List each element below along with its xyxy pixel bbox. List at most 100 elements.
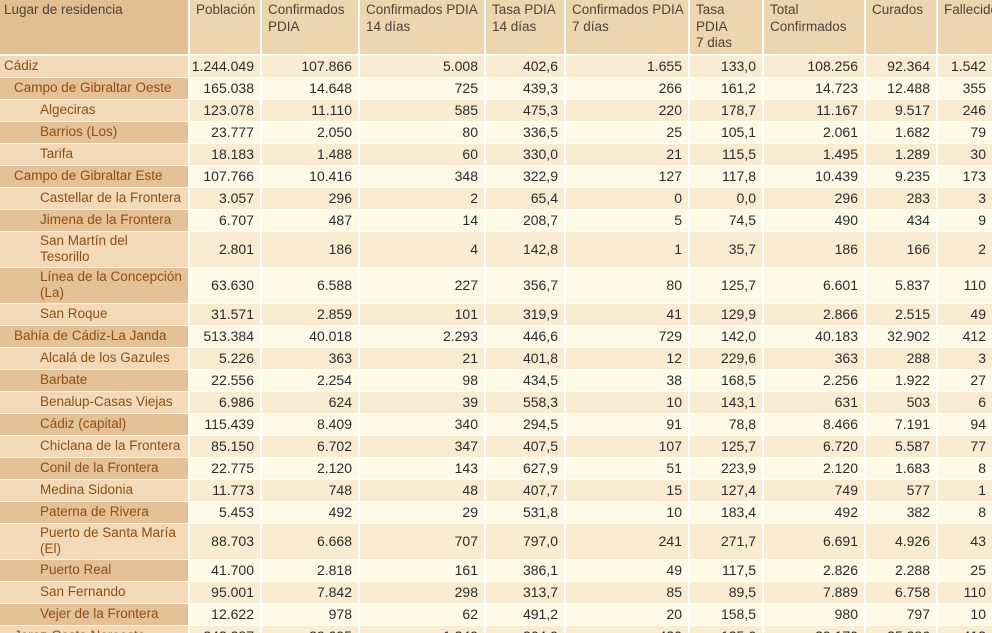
row-label[interactable]: Vejer de la Frontera xyxy=(0,603,190,626)
cell: 10.416 xyxy=(262,165,360,188)
row-label[interactable]: Puerto de Santa María (El) xyxy=(0,523,190,560)
cell: 80 xyxy=(566,267,690,304)
cell: 41.700 xyxy=(190,559,262,582)
cell: 797,0 xyxy=(486,523,566,560)
row-label[interactable]: Chiclana de la Frontera xyxy=(0,435,190,458)
column-header-6[interactable]: Tasa PDIA 7 dias xyxy=(690,0,764,56)
cell: 117,8 xyxy=(690,165,764,188)
column-header-3[interactable]: Confirmados PDIA 14 días xyxy=(360,0,486,56)
column-header-2[interactable]: Confirmados PDIA xyxy=(262,0,360,56)
row-label[interactable]: Bahía de Cádiz-La Janda xyxy=(0,325,190,348)
column-header-1[interactable]: Población xyxy=(190,0,262,56)
cell: 12.488 xyxy=(866,77,938,100)
cell: 386,1 xyxy=(486,559,566,582)
row-label[interactable]: Campo de Gibraltar Este xyxy=(0,165,190,188)
cell: 356,7 xyxy=(486,267,566,304)
table-row: Campo de Gibraltar Este 107.766 10.416 348 3… xyxy=(0,165,992,188)
cell: 6.588 xyxy=(262,267,360,304)
cell: 1.683 xyxy=(866,457,938,480)
row-label[interactable]: Paterna de Rivera xyxy=(0,501,190,524)
table-row: Puerto de Santa María (El) 88.703 6.668 707… xyxy=(0,523,992,560)
row-label[interactable]: Cádiz xyxy=(0,55,190,78)
cell: 143 xyxy=(360,457,486,480)
cell: 98 xyxy=(360,369,486,392)
cell: 266 xyxy=(566,77,690,100)
column-header-9[interactable]: Fallecidos xyxy=(938,0,992,56)
cell: 319,9 xyxy=(486,303,566,326)
cell: 21 xyxy=(360,347,486,370)
row-label[interactable]: San Roque xyxy=(0,303,190,326)
cell: 143,1 xyxy=(690,391,764,414)
row-label[interactable]: Puerto Real xyxy=(0,559,190,582)
column-header-5[interactable]: Confirmados PDIA 7 días xyxy=(566,0,690,56)
row-label[interactable]: Cádiz (capital) xyxy=(0,413,190,436)
row-label[interactable]: Conil de la Frontera xyxy=(0,457,190,480)
cell: 490 xyxy=(764,209,866,232)
cell: 49 xyxy=(566,559,690,582)
cell: 577 xyxy=(866,479,938,502)
cell: 492 xyxy=(764,501,866,524)
column-header-4[interactable]: Tasa PDIA 14 días xyxy=(486,0,566,56)
cell: 51 xyxy=(566,457,690,480)
column-header-0[interactable]: Lugar de residencia xyxy=(0,0,190,56)
cell: 15 xyxy=(566,479,690,502)
cell: 8 xyxy=(938,501,992,524)
cell: 355 xyxy=(938,77,992,100)
cell: 6.691 xyxy=(764,523,866,560)
cell: 2.120 xyxy=(262,457,360,480)
cell: 407,5 xyxy=(486,435,566,458)
cell: 430 xyxy=(566,625,690,633)
cell: 21 xyxy=(566,143,690,166)
cell: 729 xyxy=(566,325,690,348)
row-label[interactable]: Algeciras xyxy=(0,99,190,122)
cell: 503 xyxy=(866,391,938,414)
cell: 223,9 xyxy=(690,457,764,480)
cell: 108.256 xyxy=(764,55,866,78)
table-row: Tarifa 18.183 1.488 60 330,0 21 115,5 1.495 1.28… xyxy=(0,143,992,166)
cell: 4.926 xyxy=(866,523,938,560)
cell: 22.775 xyxy=(190,457,262,480)
row-label[interactable]: San Fernando xyxy=(0,581,190,604)
row-label[interactable]: Castellar de la Frontera xyxy=(0,187,190,210)
row-label[interactable]: Jimena de la Frontera xyxy=(0,209,190,232)
row-label[interactable]: Alcalá de los Gazules xyxy=(0,347,190,370)
table-row: Castellar de la Frontera 3.057 296 2 65,4 0 0,… xyxy=(0,187,992,210)
cell: 165.038 xyxy=(190,77,262,100)
column-header-7[interactable]: Total Confirmados xyxy=(764,0,866,56)
cell: 32.902 xyxy=(866,325,938,348)
cell: 313,7 xyxy=(486,581,566,604)
cell: 186 xyxy=(262,231,360,268)
row-label[interactable]: Tarifa xyxy=(0,143,190,166)
table-row: Campo de Gibraltar Oeste 165.038 14.648 725… xyxy=(0,77,992,100)
row-label[interactable]: Medina Sidonia xyxy=(0,479,190,502)
cell: 364,9 xyxy=(486,625,566,633)
cell: 227 xyxy=(360,267,486,304)
cell: 125,6 xyxy=(690,625,764,633)
cell: 725 xyxy=(360,77,486,100)
cell: 110 xyxy=(938,267,992,304)
cell: 1.682 xyxy=(866,121,938,144)
cell: 25 xyxy=(938,559,992,582)
row-label[interactable]: Campo de Gibraltar Oeste xyxy=(0,77,190,100)
row-label[interactable]: Barrios (Los) xyxy=(0,121,190,144)
cell: 2.801 xyxy=(190,231,262,268)
cell: 9.517 xyxy=(866,99,938,122)
cell: 631 xyxy=(764,391,866,414)
cell: 7.191 xyxy=(866,413,938,436)
cell: 1.244.049 xyxy=(190,55,262,78)
row-label[interactable]: Barbate xyxy=(0,369,190,392)
cell: 158,5 xyxy=(690,603,764,626)
row-label[interactable]: Benalup-Casas Viejas xyxy=(0,391,190,414)
cell: 127,4 xyxy=(690,479,764,502)
column-header-8[interactable]: Curados xyxy=(866,0,938,56)
cell: 40.018 xyxy=(262,325,360,348)
cell: 978 xyxy=(262,603,360,626)
cell: 35,7 xyxy=(690,231,764,268)
row-label[interactable]: Jerez-Costa Noroeste xyxy=(0,625,190,633)
cell: 25.386 xyxy=(866,625,938,633)
row-label[interactable]: Línea de la Concepción (La) xyxy=(0,267,190,304)
cell: 6.702 xyxy=(262,435,360,458)
row-label[interactable]: San Martín del Tesorillo xyxy=(0,231,190,268)
cell: 707 xyxy=(360,523,486,560)
cell: 797 xyxy=(866,603,938,626)
